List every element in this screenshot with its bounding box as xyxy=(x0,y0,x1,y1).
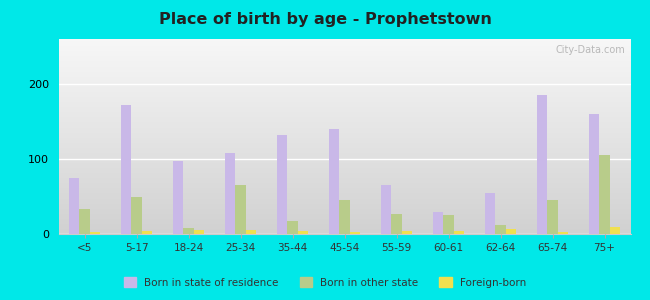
Bar xyxy=(454,231,464,234)
Bar xyxy=(277,135,287,234)
Bar xyxy=(121,105,131,234)
Bar xyxy=(142,231,152,234)
Bar xyxy=(235,185,246,234)
Bar xyxy=(485,193,495,234)
Bar xyxy=(350,232,360,234)
Bar xyxy=(90,232,100,234)
Text: Place of birth by age - Prophetstown: Place of birth by age - Prophetstown xyxy=(159,12,491,27)
Bar xyxy=(173,161,183,234)
Bar xyxy=(69,178,79,234)
Bar xyxy=(339,200,350,234)
Bar xyxy=(183,228,194,234)
Legend: Born in state of residence, Born in other state, Foreign-born: Born in state of residence, Born in othe… xyxy=(120,273,530,292)
Bar xyxy=(610,226,620,234)
Bar xyxy=(433,212,443,234)
Bar xyxy=(495,225,506,234)
Bar xyxy=(537,95,547,234)
Bar xyxy=(443,214,454,234)
Bar xyxy=(506,229,516,234)
Bar xyxy=(131,196,142,234)
Bar xyxy=(287,220,298,234)
Bar xyxy=(391,214,402,234)
Bar xyxy=(225,153,235,234)
Bar xyxy=(79,209,90,234)
Bar xyxy=(194,230,204,234)
Bar xyxy=(246,230,256,234)
Bar xyxy=(589,114,599,234)
Bar xyxy=(547,200,558,234)
Bar xyxy=(558,232,568,234)
Bar xyxy=(298,231,308,234)
Bar xyxy=(329,129,339,234)
Bar xyxy=(599,155,610,234)
Bar xyxy=(381,185,391,234)
Bar xyxy=(402,231,412,234)
Text: City-Data.com: City-Data.com xyxy=(555,45,625,55)
